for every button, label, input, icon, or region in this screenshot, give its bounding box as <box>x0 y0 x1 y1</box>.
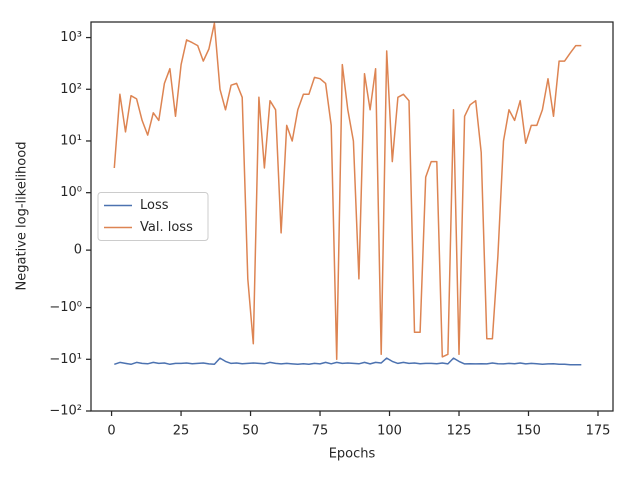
x-tick-label: 50 <box>242 424 259 439</box>
x-tick-label: 25 <box>173 424 190 439</box>
x-tick-label: 125 <box>447 424 472 439</box>
y-tick-label: −10⁰ <box>49 300 82 315</box>
x-tick-label: 0 <box>107 424 115 439</box>
legend-box <box>97 192 209 241</box>
y-tick-label: 10² <box>60 82 82 97</box>
legend-label: Val. loss <box>140 220 193 235</box>
y-tick-label: 10³ <box>60 30 82 45</box>
series-line <box>113 22 582 361</box>
x-tick-label: 150 <box>516 424 541 439</box>
legend: Loss Val. loss <box>97 192 209 241</box>
y-tick-label: 0 <box>74 243 82 258</box>
x-tick-label: 75 <box>312 424 329 439</box>
y-tick-label: −10¹ <box>49 352 82 367</box>
x-axis-label: Epochs <box>329 447 376 462</box>
y-axis-label: Negative log-likelihood <box>15 142 30 291</box>
y-tick-label: 10¹ <box>60 133 82 148</box>
plot-frame <box>90 21 614 412</box>
legend-label: Loss <box>140 198 169 213</box>
series-line <box>114 357 582 366</box>
x-tick-label: 175 <box>586 424 611 439</box>
y-tick-label: 10⁰ <box>60 185 82 200</box>
y-tick-label: −10² <box>49 404 82 419</box>
x-tick-label: 100 <box>377 424 402 439</box>
